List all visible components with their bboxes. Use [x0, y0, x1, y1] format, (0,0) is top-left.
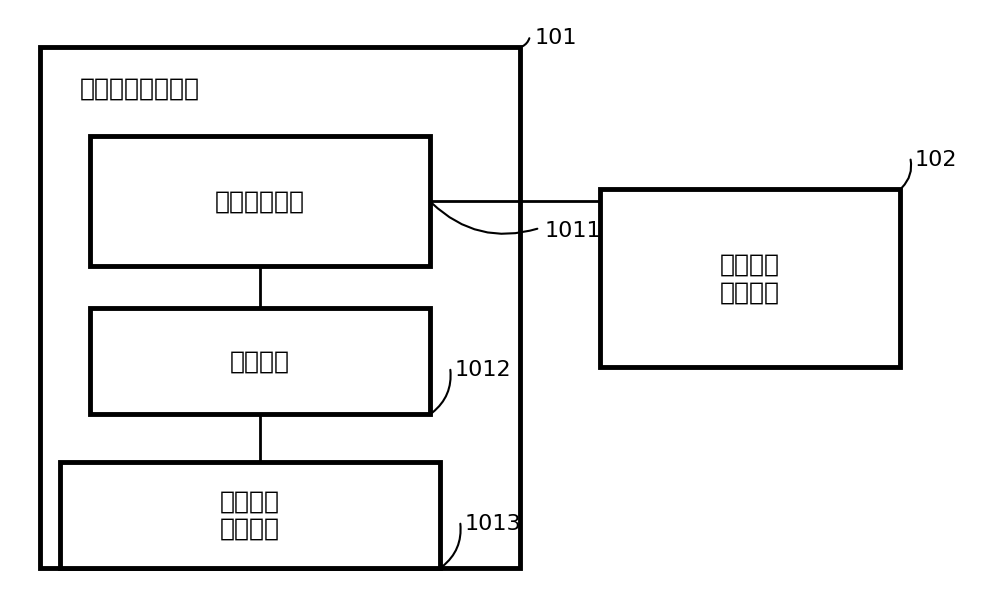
FancyBboxPatch shape	[60, 462, 440, 568]
Text: 柔性吊车实验平台: 柔性吊车实验平台	[80, 77, 200, 101]
FancyBboxPatch shape	[90, 136, 430, 266]
Text: 1012: 1012	[455, 360, 512, 380]
Text: 101: 101	[535, 28, 578, 49]
FancyBboxPatch shape	[90, 308, 430, 414]
Text: 平台机械主体: 平台机械主体	[215, 189, 305, 213]
Text: 硬件数据
采集电路: 硬件数据 采集电路	[220, 489, 280, 541]
FancyBboxPatch shape	[40, 47, 520, 568]
Text: 1013: 1013	[465, 514, 522, 534]
Text: 柔性建模
评估系统: 柔性建模 评估系统	[720, 252, 780, 304]
FancyBboxPatch shape	[600, 189, 900, 367]
Text: 102: 102	[915, 150, 958, 170]
Text: 1011: 1011	[545, 221, 602, 241]
Text: 驱动装置: 驱动装置	[230, 349, 290, 373]
